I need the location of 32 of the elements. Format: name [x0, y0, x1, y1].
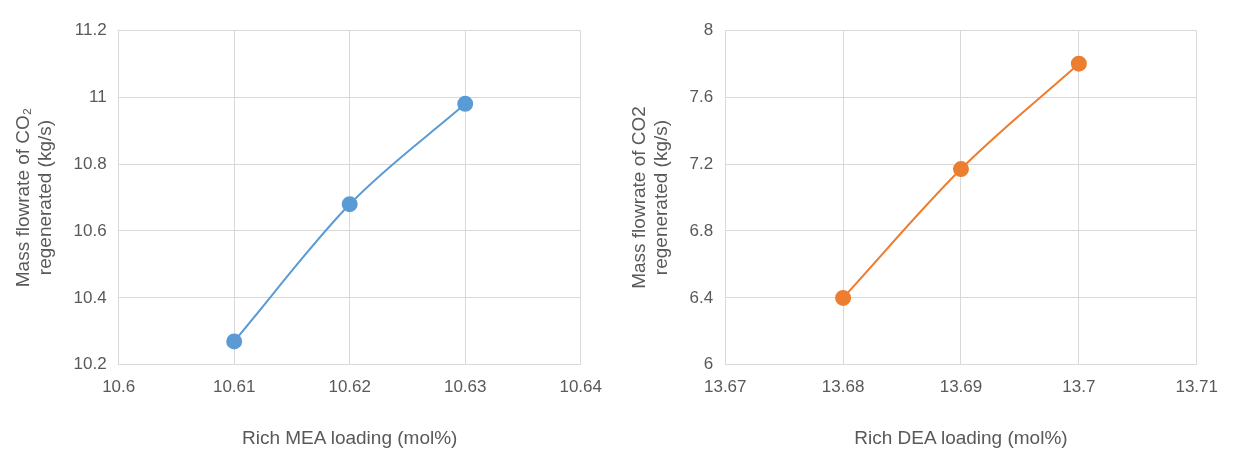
y-tick-label: 7.2 — [689, 153, 714, 173]
point — [457, 95, 474, 112]
y-tick-label: 6.4 — [689, 287, 714, 307]
y-tick-label: 11 — [89, 86, 107, 106]
y-axis-title: Mass flowrate of CO₂ regenerated (kg/s) — [11, 107, 56, 288]
y-tick-label: 10.6 — [73, 220, 107, 240]
y-tick-label: 6.8 — [689, 220, 714, 240]
y-tick-label: 10.4 — [73, 287, 107, 307]
x-tick-label: 10.6 — [102, 376, 136, 396]
y-tick-label: 8 — [703, 19, 714, 39]
x-tick-label: 13.67 — [703, 376, 747, 396]
x-tick-label: 10.62 — [328, 376, 371, 396]
point — [1070, 55, 1087, 72]
point — [835, 289, 852, 306]
point — [952, 161, 969, 178]
x-tick-label: 13.68 — [821, 376, 865, 396]
point — [341, 196, 358, 213]
y-tick-label: 6 — [703, 354, 714, 374]
y-tick-label: 11.2 — [74, 19, 107, 39]
x-tick-label: 13.69 — [939, 376, 983, 396]
x-tick-label: 13.71 — [1175, 376, 1218, 396]
x-tick-label: 10.61 — [212, 376, 256, 396]
x-tick-label: 13.7 — [1062, 376, 1096, 396]
point — [226, 333, 243, 350]
y-axis-title: Mass flowrate of CO2 regenerated (kg/s) — [627, 106, 672, 289]
x-tick-label: 10.64 — [559, 376, 602, 396]
y-tick-label: 10.2 — [73, 354, 107, 374]
x-axis-title: Rich DEA loading (mol%) — [854, 426, 1068, 448]
x-axis-title: Rich MEA loading (mol%) — [242, 426, 458, 448]
y-tick-label: 10.8 — [73, 153, 107, 173]
x-tick-label: 10.63 — [443, 376, 487, 396]
y-tick-label: 7.6 — [689, 86, 714, 106]
